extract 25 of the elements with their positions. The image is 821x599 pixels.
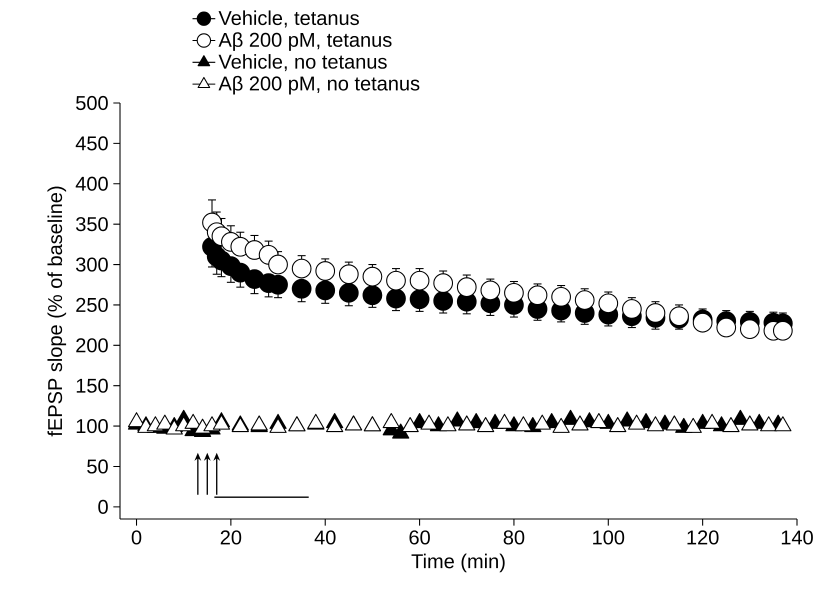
x-tick-label: 100	[593, 530, 624, 545]
y-axis-title: fEPSP slope (% of baseline)	[47, 186, 66, 436]
x-tick-label: 0	[132, 530, 142, 545]
y-tick-label: 300	[76, 257, 108, 272]
y-tick-label: 250	[76, 298, 108, 312]
y-tick-label: 400	[76, 176, 108, 191]
y-tick-label: 50	[87, 459, 108, 474]
legend-label: Aβ 200 pM, tetanus	[218, 32, 392, 51]
y-tick-label: 350	[76, 217, 108, 232]
y-tick-label: 500	[76, 96, 108, 110]
x-tick-label: 60	[409, 530, 430, 545]
legend-label: Vehicle, tetanus	[218, 10, 359, 28]
y-tick-label: 450	[76, 136, 108, 150]
legend-label: Vehicle, no tetanus	[218, 54, 387, 72]
x-tick-label: 20	[220, 530, 242, 545]
y-tick-label: 0	[98, 500, 108, 514]
x-axis-title: Time (min)	[412, 554, 505, 572]
x-tick-label: 140	[782, 530, 813, 545]
x-tick-label: 40	[314, 530, 336, 545]
y-tick-label: 100	[76, 419, 108, 434]
x-tick-label: 120	[687, 530, 719, 545]
y-tick-label: 200	[76, 338, 108, 352]
x-tick-label: 80	[504, 530, 524, 545]
y-tick-label: 150	[76, 378, 108, 393]
legend-label: Aβ 200 pM, no tetanus	[218, 76, 420, 95]
